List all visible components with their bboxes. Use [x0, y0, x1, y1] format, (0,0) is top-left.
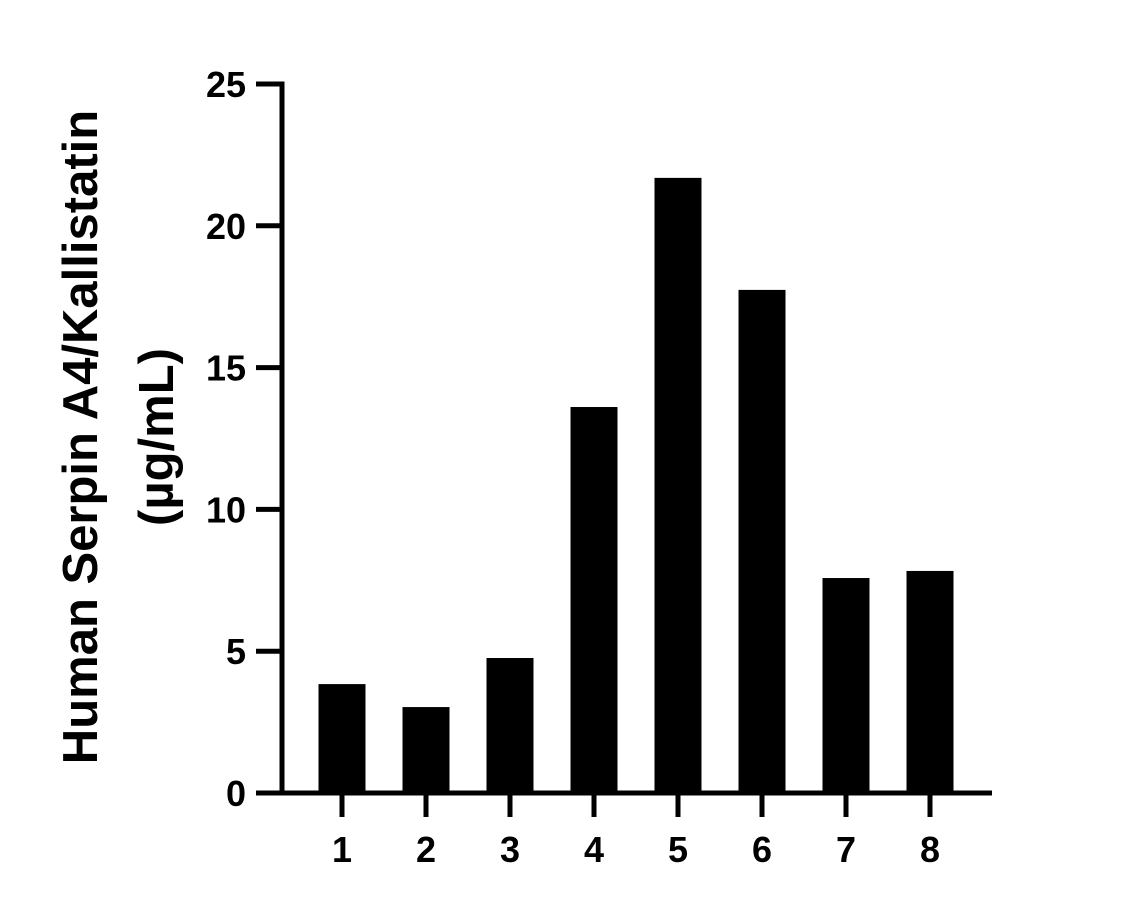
- y-axis-label-line-2: (µg/mL): [130, 348, 184, 526]
- y-tick-label-15: 15: [206, 348, 246, 389]
- y-axis-label-line-1: Human Serpin A4/Kallistatin: [54, 110, 108, 764]
- x-tick-label-2: 2: [416, 829, 436, 870]
- bar-8: [906, 570, 954, 793]
- y-tick-label-0: 0: [226, 773, 246, 814]
- x-tick-label-1: 1: [332, 829, 352, 870]
- bar-1: [318, 684, 366, 793]
- y-tick-label-5: 5: [226, 631, 246, 672]
- x-tick-label-4: 4: [584, 829, 604, 870]
- y-tick-label-10: 10: [206, 489, 246, 530]
- bar-2: [402, 707, 450, 793]
- x-tick-label-5: 5: [668, 829, 688, 870]
- bar-7: [822, 578, 870, 793]
- x-tick-label-7: 7: [836, 829, 856, 870]
- y-tick-label-25: 25: [206, 64, 246, 105]
- bar-3: [486, 658, 534, 793]
- x-tick-label-6: 6: [752, 829, 772, 870]
- y-tick-label-20: 20: [206, 206, 246, 247]
- bar-6: [738, 289, 786, 793]
- bar-5: [654, 177, 702, 794]
- x-tick-label-3: 3: [500, 829, 520, 870]
- y-axis-label: Human Serpin A4/Kallistatin (µg/mL): [54, 110, 184, 764]
- x-tick-label-8: 8: [920, 829, 940, 870]
- bar-4: [570, 407, 618, 793]
